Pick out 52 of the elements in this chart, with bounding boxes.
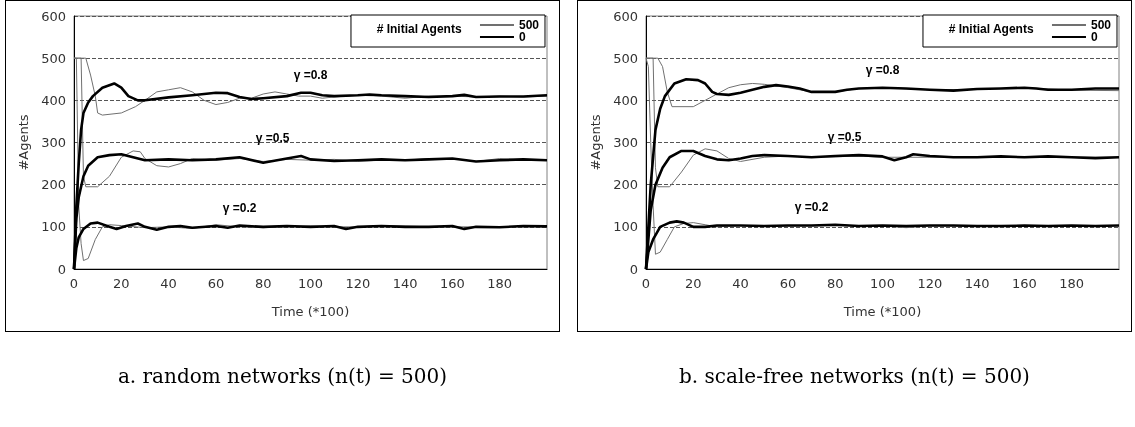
annotation: γ =0.2 — [222, 200, 257, 215]
x-axis-title: Time (*100) — [842, 304, 922, 319]
x-tick-label: 20 — [113, 276, 130, 291]
text: b. scale-free networks (n(t) = 500) — [678, 364, 1031, 388]
y-tick-label: 400 — [41, 92, 66, 108]
annotation: γ =0.8 — [293, 67, 328, 82]
x-tick-label: 160 — [439, 276, 465, 291]
annotation: γ =0.2 — [794, 199, 829, 214]
legend-label: 500 — [518, 18, 540, 32]
y-tick-label: 200 — [613, 177, 638, 193]
x-tick-label: 180 — [1059, 276, 1085, 291]
y-tick-label: 300 — [613, 135, 638, 150]
y-tick-label: 400 — [613, 92, 638, 108]
y-axis-title: #Agents — [16, 114, 31, 171]
x-tick-label: 60 — [207, 276, 225, 291]
annotation: γ =0.5 — [827, 130, 862, 145]
y-tick-label: 0 — [57, 261, 66, 277]
annotation: γ =0.8 — [865, 62, 900, 77]
legend-title: # Initial Agents — [948, 22, 1034, 36]
y-tick-label: 200 — [41, 177, 66, 193]
x-tick-label: 0 — [641, 276, 651, 291]
x-tick-label: 20 — [685, 276, 702, 291]
x-tick-label: 140 — [964, 276, 990, 291]
y-tick-label: 100 — [41, 219, 66, 235]
x-tick-label: 0 — [69, 276, 79, 291]
x-axis-title: Time (*100) — [270, 304, 350, 319]
x-tick-label: 80 — [826, 276, 844, 291]
legend-title: # Initial Agents — [376, 22, 462, 36]
y-tick-label: 600 — [41, 8, 66, 24]
legend-label: 500 — [1090, 18, 1112, 32]
x-tick-label: 120 — [345, 276, 371, 291]
y-tick-label: 600 — [613, 8, 638, 24]
y-tick-label: 500 — [613, 50, 638, 66]
x-tick-label: 140 — [392, 276, 418, 291]
x-tick-label: 40 — [160, 276, 177, 291]
x-tick-label: 100 — [298, 276, 323, 291]
y-tick-label: 300 — [41, 135, 66, 150]
legend-label: 0 — [518, 30, 526, 44]
y-tick-label: 500 — [41, 50, 66, 66]
legend-label: 0 — [1090, 30, 1098, 44]
y-tick-label: 0 — [629, 261, 638, 277]
y-tick-label: 100 — [613, 219, 638, 235]
x-tick-label: 80 — [254, 276, 272, 291]
x-tick-label: 100 — [870, 276, 895, 291]
x-tick-label: 120 — [917, 276, 943, 291]
annotation: γ =0.5 — [255, 130, 290, 145]
text: a. random networks (n(t) = 500) — [116, 364, 449, 388]
x-tick-label: 180 — [487, 276, 513, 291]
x-tick-label: 40 — [732, 276, 749, 291]
x-tick-label: 160 — [1011, 276, 1037, 291]
y-axis-title: #Agents — [588, 114, 603, 171]
x-tick-label: 60 — [779, 276, 797, 291]
